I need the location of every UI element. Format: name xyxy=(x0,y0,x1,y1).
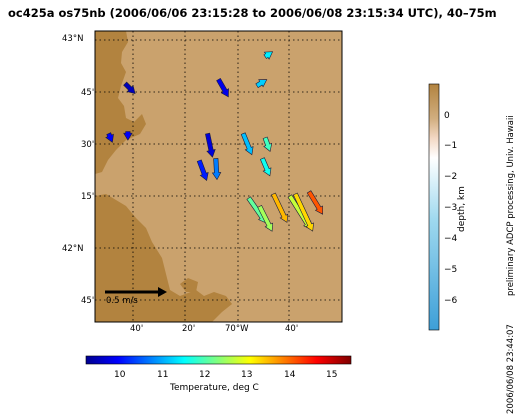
temp-tick: 10 xyxy=(114,370,126,380)
depth-tick: −3 xyxy=(444,203,458,213)
velocity-arrow xyxy=(240,132,254,156)
depth-tick: −5 xyxy=(444,265,458,275)
lat-label: 45' xyxy=(81,296,95,306)
velocity-arrow xyxy=(293,192,314,232)
temp-tick: 13 xyxy=(241,370,253,380)
velocity-arrow xyxy=(123,131,133,141)
lat-label: 45' xyxy=(81,88,95,98)
lon-label: 20' xyxy=(182,324,196,334)
map-gridlines xyxy=(95,31,342,322)
lat-label: 43°N xyxy=(62,34,84,44)
velocity-arrow xyxy=(255,79,268,89)
depth-tick: −2 xyxy=(444,172,458,182)
depth-colorbar-label: depth, km xyxy=(457,186,467,232)
temp-tick: 12 xyxy=(199,370,211,380)
scale-label: 0.5 m/s xyxy=(106,296,138,306)
lon-label: 70°W xyxy=(225,324,249,334)
lon-label: 40' xyxy=(130,324,144,334)
velocity-arrow xyxy=(270,192,289,223)
scale-arrow xyxy=(105,287,167,297)
velocity-vectors xyxy=(105,51,324,232)
land-mass xyxy=(95,194,232,322)
velocity-arrow xyxy=(262,136,273,152)
temperature-colorbar xyxy=(85,355,352,365)
depth-colorbar xyxy=(428,83,440,331)
velocity-arrow xyxy=(123,81,136,95)
velocity-arrow xyxy=(216,77,229,98)
depth-tick: −4 xyxy=(444,234,458,244)
velocity-arrow xyxy=(306,190,324,215)
velocity-arrow xyxy=(205,132,216,158)
temp-tick: 15 xyxy=(326,370,338,380)
map-frame xyxy=(94,30,343,323)
temp-tick: 11 xyxy=(157,370,169,380)
land-mass xyxy=(180,278,198,292)
lat-label: 15' xyxy=(81,192,95,202)
lat-label: 30' xyxy=(81,140,95,150)
processing-credit: preliminary ADCP processing, Univ. Hawai… xyxy=(506,115,516,296)
plot-title: oc425a os75nb (2006/06/06 23:15:28 to 20… xyxy=(8,6,497,20)
depth-tick: 0 xyxy=(444,111,450,121)
lat-label: 42°N xyxy=(62,244,84,254)
velocity-arrow xyxy=(260,157,272,177)
temp-tick: 14 xyxy=(284,370,296,380)
timestamp: 2006/06/08 23:44:07 xyxy=(506,324,516,414)
velocity-arrow xyxy=(196,159,209,182)
depth-tick: −1 xyxy=(444,141,458,151)
lon-label: 40' xyxy=(285,324,299,334)
temp-colorbar-label: Temperature, deg C xyxy=(170,383,259,393)
velocity-arrow xyxy=(263,51,274,60)
velocity-arrow xyxy=(257,204,274,232)
velocity-arrow xyxy=(211,158,222,181)
velocity-arrow xyxy=(105,132,114,143)
depth-tick: −6 xyxy=(444,296,458,306)
